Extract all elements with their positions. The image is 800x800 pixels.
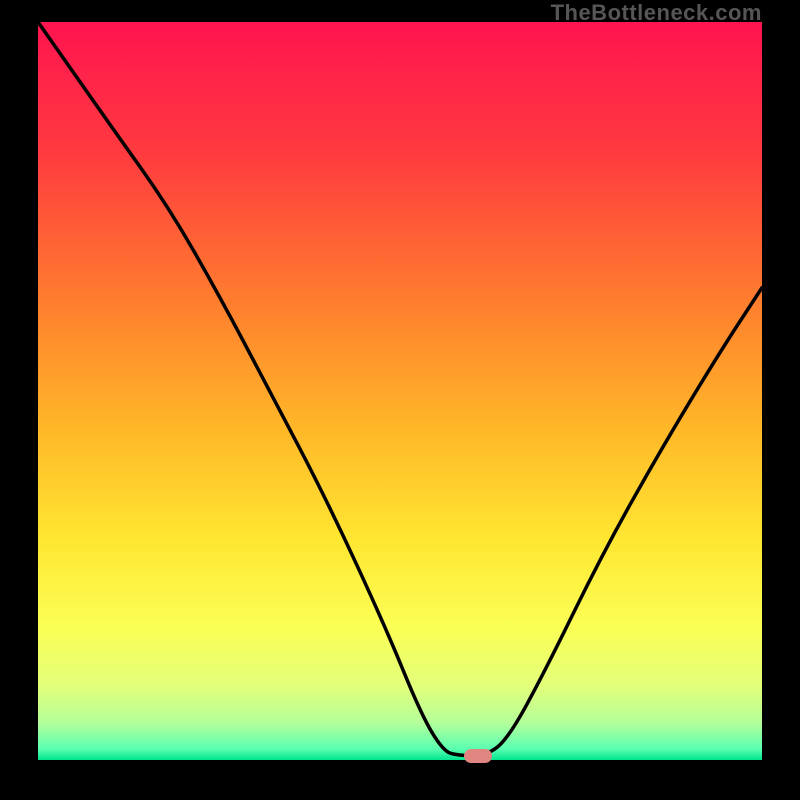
bottleneck-chart: [0, 0, 800, 800]
minimum-marker: [464, 749, 492, 763]
chart-frame: TheBottleneck.com: [0, 0, 800, 800]
chart-plot-area: [38, 22, 762, 760]
watermark-text: TheBottleneck.com: [551, 0, 762, 26]
